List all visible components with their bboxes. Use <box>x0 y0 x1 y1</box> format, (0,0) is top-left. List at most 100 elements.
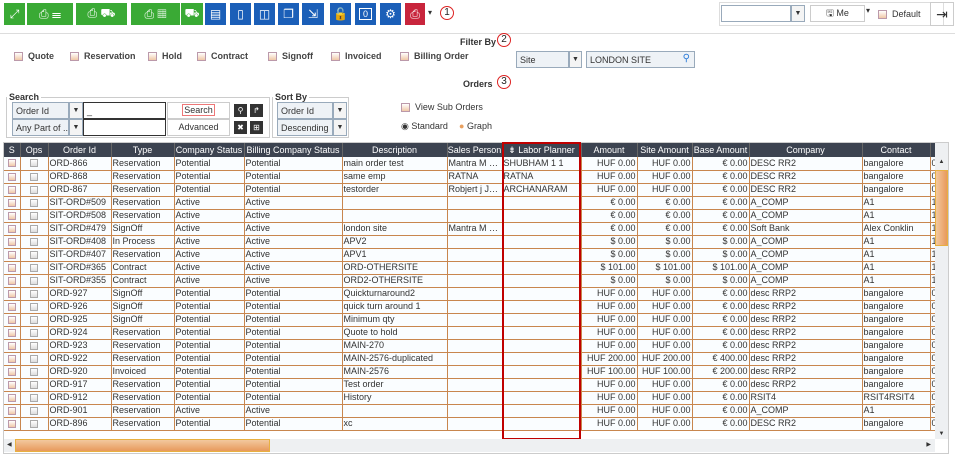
table-row[interactable]: SIT-ORD#479 SignOff Active Active london sit… <box>4 222 936 236</box>
column-header-billing-company-status[interactable]: Billing Company Status <box>244 143 343 157</box>
zoom-search-icon[interactable]: ⚲ <box>234 104 247 117</box>
scroll-left-icon[interactable]: ◀ <box>7 442 12 448</box>
ops-checkbox[interactable] <box>20 235 49 249</box>
expand-button[interactable]: ⤢ <box>4 3 25 25</box>
ops-checkbox[interactable] <box>20 222 49 236</box>
column-header-amount[interactable]: Amount <box>581 143 638 157</box>
table-row[interactable]: ORD-901 Reservation Active Active HUF 0.00 HU… <box>4 404 936 418</box>
table-row[interactable]: ORD-867 Reservation Potential Potential test… <box>4 183 936 197</box>
search-input[interactable]: _ <box>83 102 166 119</box>
user-settings-button[interactable]: ⚙ <box>380 3 401 25</box>
me-menu-arrow[interactable]: ▾ <box>866 6 871 15</box>
search-field-arrow[interactable]: ▼ <box>69 102 83 119</box>
site-select[interactable]: Site <box>516 51 569 68</box>
ops-checkbox[interactable] <box>20 326 49 340</box>
ops-checkbox[interactable] <box>20 339 49 353</box>
select-checkbox[interactable] <box>4 300 21 314</box>
ops-checkbox[interactable] <box>20 417 49 431</box>
ops-checkbox[interactable] <box>20 365 49 379</box>
ops-checkbox[interactable] <box>20 170 49 184</box>
view-sub-orders-checkbox[interactable]: View Sub Orders <box>401 102 483 113</box>
ops-checkbox[interactable] <box>20 287 49 301</box>
column-header-description[interactable]: Description <box>342 143 448 157</box>
standard-radio[interactable]: ◉ Standard <box>401 121 448 132</box>
vertical-scroll-thumb[interactable] <box>935 170 948 246</box>
ops-checkbox[interactable] <box>20 274 49 288</box>
select-checkbox[interactable] <box>4 209 21 223</box>
table-row[interactable]: SIT-ORD#365 Contract Active Active ORD-OTHER… <box>4 261 936 275</box>
select-checkbox[interactable] <box>4 183 21 197</box>
select-checkbox[interactable] <box>4 326 21 340</box>
filter-checkbox-hold[interactable]: Hold <box>148 51 182 62</box>
table-row[interactable]: SIT-ORD#407 Reservation Active Active APV1 $ … <box>4 248 936 262</box>
ops-checkbox[interactable] <box>20 404 49 418</box>
table-row[interactable]: ORD-912 Reservation Potential Potential Hist… <box>4 391 936 405</box>
select-checkbox[interactable] <box>4 417 21 431</box>
search-field-select[interactable]: Order Id <box>12 102 69 119</box>
print-layers-button[interactable]: ⎙ ☰ <box>27 3 73 25</box>
table-row[interactable]: ORD-917 Reservation Potential Potential Test… <box>4 378 936 392</box>
select-checkbox[interactable] <box>4 378 21 392</box>
column-header-order-id[interactable]: Order Id <box>48 143 112 157</box>
print-delivery-button[interactable]: ⎙ ⛟ <box>76 3 127 25</box>
column-header-company-status[interactable]: Company Status <box>174 143 245 157</box>
filter-checkbox-invoiced[interactable]: Invoiced <box>331 51 382 62</box>
table-row[interactable]: ORD-923 Reservation Potential Potential MAIN… <box>4 339 936 353</box>
view-select[interactable] <box>721 5 791 22</box>
scroll-down-icon[interactable]: ▼ <box>938 431 945 437</box>
column-header-ops[interactable]: Ops <box>20 143 49 157</box>
table-row[interactable]: SIT-ORD#508 Reservation Active Active € 0.00… <box>4 209 936 223</box>
table-row[interactable]: SIT-ORD#355 Contract Active Active ORD2-OTHE… <box>4 274 936 288</box>
select-checkbox[interactable] <box>4 391 21 405</box>
column-header-type[interactable]: Type <box>111 143 175 157</box>
column-header-more[interactable] <box>930 143 936 157</box>
sort-field-select[interactable]: Order Id <box>277 102 333 119</box>
sort-direction-select[interactable]: Descending <box>277 119 333 136</box>
logout-icon[interactable]: ⇥ <box>930 2 954 26</box>
door-button[interactable]: ▯ <box>230 3 251 25</box>
filter-checkbox-quote[interactable]: Quote <box>14 51 54 62</box>
search-input-2[interactable] <box>83 119 166 136</box>
select-checkbox[interactable] <box>4 248 21 262</box>
select-checkbox[interactable] <box>4 222 21 236</box>
table-row[interactable]: ORD-868 Reservation Potential Potential same… <box>4 170 936 184</box>
column-header-base-amount[interactable]: Base Amount <box>692 143 750 157</box>
search-match-arrow[interactable]: ▼ <box>69 119 83 136</box>
view-select-arrow[interactable]: ▼ <box>791 5 805 22</box>
ops-checkbox[interactable] <box>20 313 49 327</box>
column-header-company[interactable]: Company <box>749 143 863 157</box>
ops-checkbox[interactable] <box>20 391 49 405</box>
select-checkbox[interactable] <box>4 339 21 353</box>
filter-checkbox-reservation[interactable]: Reservation <box>70 51 136 62</box>
redo-icon[interactable]: ↱ <box>250 104 263 117</box>
table-row[interactable]: ORD-925 SignOff Potential Potential Minimum … <box>4 313 936 327</box>
site-select-arrow[interactable]: ▼ <box>569 51 582 68</box>
search-match-select[interactable]: Any Part of ... <box>12 119 69 136</box>
scroll-right-icon[interactable]: ▶ <box>926 442 931 448</box>
ops-checkbox[interactable] <box>20 183 49 197</box>
default-checkbox[interactable]: Default <box>878 9 921 20</box>
select-checkbox[interactable] <box>4 352 21 366</box>
save-me-button[interactable]: 🖫 Me <box>810 5 865 22</box>
column-header-sales-person[interactable]: Sales Person <box>447 143 503 157</box>
search-icon[interactable]: ⚲ <box>682 53 690 64</box>
ops-checkbox[interactable] <box>20 248 49 262</box>
column-header-labor-planner[interactable]: ⇟ Labor Planner <box>502 143 582 157</box>
chat-count-button[interactable]: 0 <box>355 3 376 25</box>
select-checkbox[interactable] <box>4 365 21 379</box>
ops-checkbox[interactable] <box>20 378 49 392</box>
search-button[interactable]: Search <box>167 102 230 119</box>
table-row[interactable]: SIT-ORD#509 Reservation Active Active € 0.00… <box>4 196 936 210</box>
horizontal-scroll-thumb[interactable] <box>15 439 270 452</box>
select-checkbox[interactable] <box>4 287 21 301</box>
ops-checkbox[interactable] <box>20 157 49 171</box>
print-grid-button[interactable]: ⎙ ▦ <box>131 3 180 25</box>
filter-checkbox-signoff[interactable]: Signoff <box>268 51 313 62</box>
filter-checkbox-billing-order[interactable]: Billing Order <box>400 51 469 62</box>
column-header-s[interactable]: S <box>4 143 21 157</box>
briefcase-print-button[interactable]: ⎙ <box>405 3 425 25</box>
select-checkbox[interactable] <box>4 170 21 184</box>
advanced-button[interactable]: Advanced <box>167 119 230 136</box>
column-header-site-amount[interactable]: Site Amount <box>637 143 693 157</box>
ops-checkbox[interactable] <box>20 196 49 210</box>
